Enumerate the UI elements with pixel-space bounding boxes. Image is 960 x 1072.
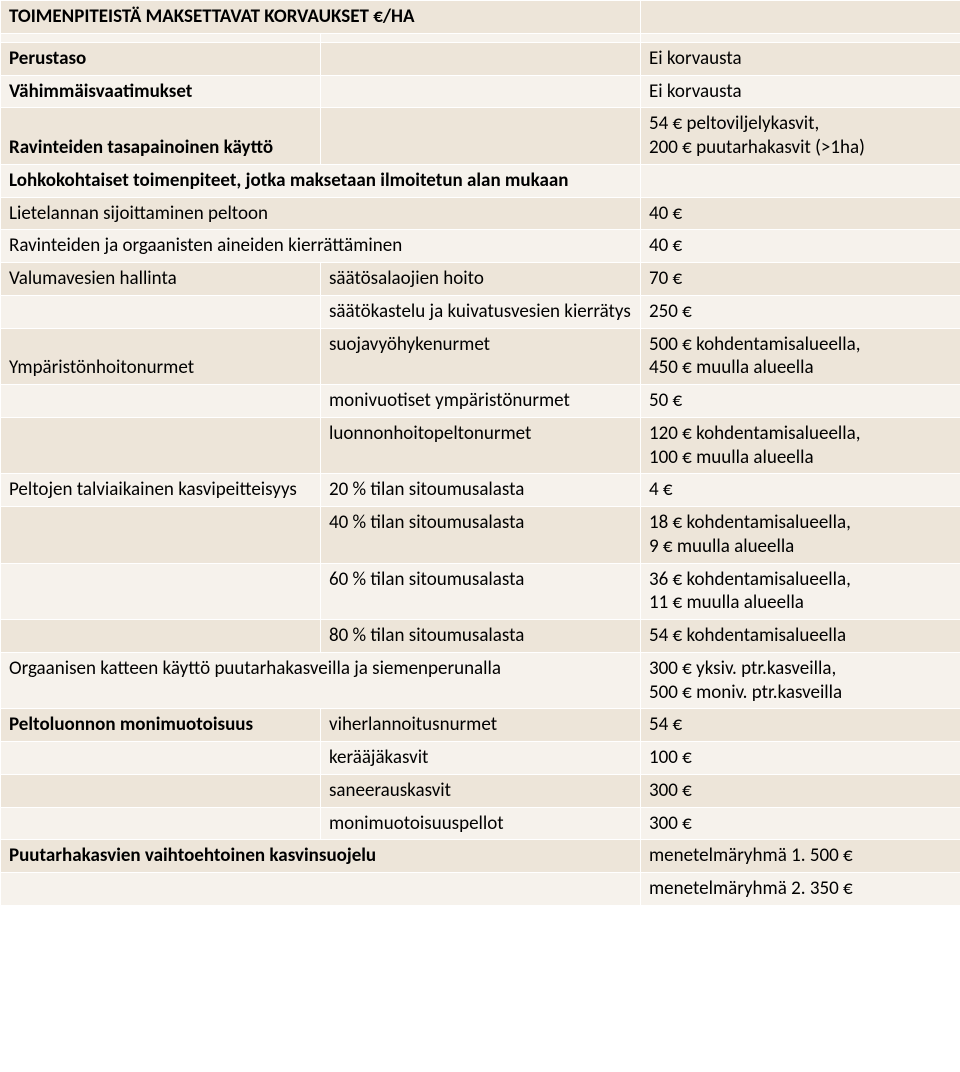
table-cell [1,742,321,775]
table-row: Ravinteiden ja orgaanisten aineiden kier… [1,230,960,263]
table-row: Valumavesien hallintasäätösalaojien hoit… [1,263,960,296]
table-cell: Ravinteiden tasapainoinen käyttö [1,108,321,165]
table-cell: 20 % tilan sitoumusalasta [321,474,641,507]
table-cell: Valumavesien hallinta [1,263,321,296]
table-cell: 500 € kohdentamisalueella,450 € muulla a… [641,328,960,385]
table-cell: 70 € [641,263,960,296]
table-cell [641,164,960,197]
table-row: Peltojen talviaikainen kasvipeitteisyys2… [1,474,960,507]
table-cell: 40 € [641,230,960,263]
table-row: Lietelannan sijoittaminen peltoon40 € [1,197,960,230]
table-cell: 36 € kohdentamisalueella,11 € muulla alu… [641,563,960,620]
table-cell [321,75,641,108]
table-row: saneerauskasvit300 € [1,774,960,807]
table-row: säätökastelu ja kuivatusvesien kierrätys… [1,295,960,328]
table-row: Vähimmäisvaatimukset Ei korvausta [1,75,960,108]
table-cell: 120 € kohdentamisalueella,100 € muulla a… [641,417,960,474]
table-cell: 60 % tilan sitoumusalasta [321,563,641,620]
table-cell: luonnonhoitopeltonurmet [321,417,641,474]
table-cell [1,807,321,840]
table-cell [641,1,960,34]
table-cell: suojavyöhykenurmet [321,328,641,385]
table-cell [1,295,321,328]
table-cell [1,507,321,564]
table-cell: Perustaso [1,42,321,75]
table-cell: Ei korvausta [641,75,960,108]
table-cell: 300 € [641,807,960,840]
table-cell: 80 % tilan sitoumusalasta [321,620,641,653]
table-cell: Ravinteiden ja orgaanisten aineiden kier… [1,230,641,263]
table-cell: kerääjäkasvit [321,742,641,775]
table-row: TOIMENPITEISTÄ MAKSETTAVAT KORVAUKSET €/… [1,1,960,34]
table-row: 60 % tilan sitoumusalasta36 € kohdentami… [1,563,960,620]
table-row: monimuotoisuuspellot300 € [1,807,960,840]
table-cell [321,108,641,165]
table-cell: säätökastelu ja kuivatusvesien kierrätys [321,295,641,328]
table-cell [1,385,321,418]
table-row: Perustaso Ei korvausta [1,42,960,75]
table-cell: 40 € [641,197,960,230]
table-cell: Puutarhakasvien vaihtoehtoinen kasvinsuo… [1,840,641,873]
table-cell: Peltoluonnon monimuotoisuus [1,709,321,742]
table-row: luonnonhoitopeltonurmet120 € kohdentamis… [1,417,960,474]
table-cell: viherlannoitusnurmet [321,709,641,742]
table-cell: Ympäristönhoitonurmet [1,328,321,385]
table-cell: 50 € [641,385,960,418]
table-cell: 40 % tilan sitoumusalasta [321,507,641,564]
table-cell: 54 € kohdentamisalueella [641,620,960,653]
table-cell [1,873,641,906]
table-cell: Ei korvausta [641,42,960,75]
table-row [1,33,960,42]
table-cell [641,33,960,42]
table-cell: monivuotiset ympäristönurmet [321,385,641,418]
table-cell: TOIMENPITEISTÄ MAKSETTAVAT KORVAUKSET €/… [1,1,641,34]
table-cell [1,417,321,474]
table-cell [1,620,321,653]
table-cell: Peltojen talviaikainen kasvipeitteisyys [1,474,321,507]
table-row: Ravinteiden tasapainoinen käyttö 54 € pel… [1,108,960,165]
table-row: Ympäristönhoitonurmetsuojavyöhykenurmet5… [1,328,960,385]
table-row: 80 % tilan sitoumusalasta54 € kohdentami… [1,620,960,653]
table-cell: menetelmäryhmä 1. 500 € [641,840,960,873]
table-row: Lohkokohtaiset toimenpiteet, jotka makse… [1,164,960,197]
table-cell [1,774,321,807]
table-cell: 54 € [641,709,960,742]
table-row: Puutarhakasvien vaihtoehtoinen kasvinsuo… [1,840,960,873]
table-cell: 4 € [641,474,960,507]
table-cell: 300 € [641,774,960,807]
table-cell: 18 € kohdentamisalueella,9 € muulla alue… [641,507,960,564]
table-cell: 300 € yksiv. ptr.kasveilla,500 € moniv. … [641,652,960,709]
table-cell: monimuotoisuuspellot [321,807,641,840]
table-cell: Lohkokohtaiset toimenpiteet, jotka makse… [1,164,641,197]
table-cell: saneerauskasvit [321,774,641,807]
table-cell [1,33,321,42]
table-row: menetelmäryhmä 2. 350 € [1,873,960,906]
table-cell: Vähimmäisvaatimukset [1,75,321,108]
table-cell: 250 € [641,295,960,328]
table-cell [321,42,641,75]
table-cell [321,33,641,42]
table-cell: Orgaanisen katteen käyttö puutarhakasvei… [1,652,641,709]
compensation-table: TOIMENPITEISTÄ MAKSETTAVAT KORVAUKSET €/… [0,0,960,906]
table-cell: 100 € [641,742,960,775]
table-cell: menetelmäryhmä 2. 350 € [641,873,960,906]
table-row: Peltoluonnon monimuotoisuusviherlannoitu… [1,709,960,742]
table-row: Orgaanisen katteen käyttö puutarhakasvei… [1,652,960,709]
table-row: monivuotiset ympäristönurmet50 € [1,385,960,418]
table-cell [1,563,321,620]
table-row: kerääjäkasvit100 € [1,742,960,775]
table-cell: säätösalaojien hoito [321,263,641,296]
table-row: 40 % tilan sitoumusalasta18 € kohdentami… [1,507,960,564]
table-cell: Lietelannan sijoittaminen peltoon [1,197,641,230]
table-cell: 54 € peltoviljelykasvit,200 € puutarhaka… [641,108,960,165]
